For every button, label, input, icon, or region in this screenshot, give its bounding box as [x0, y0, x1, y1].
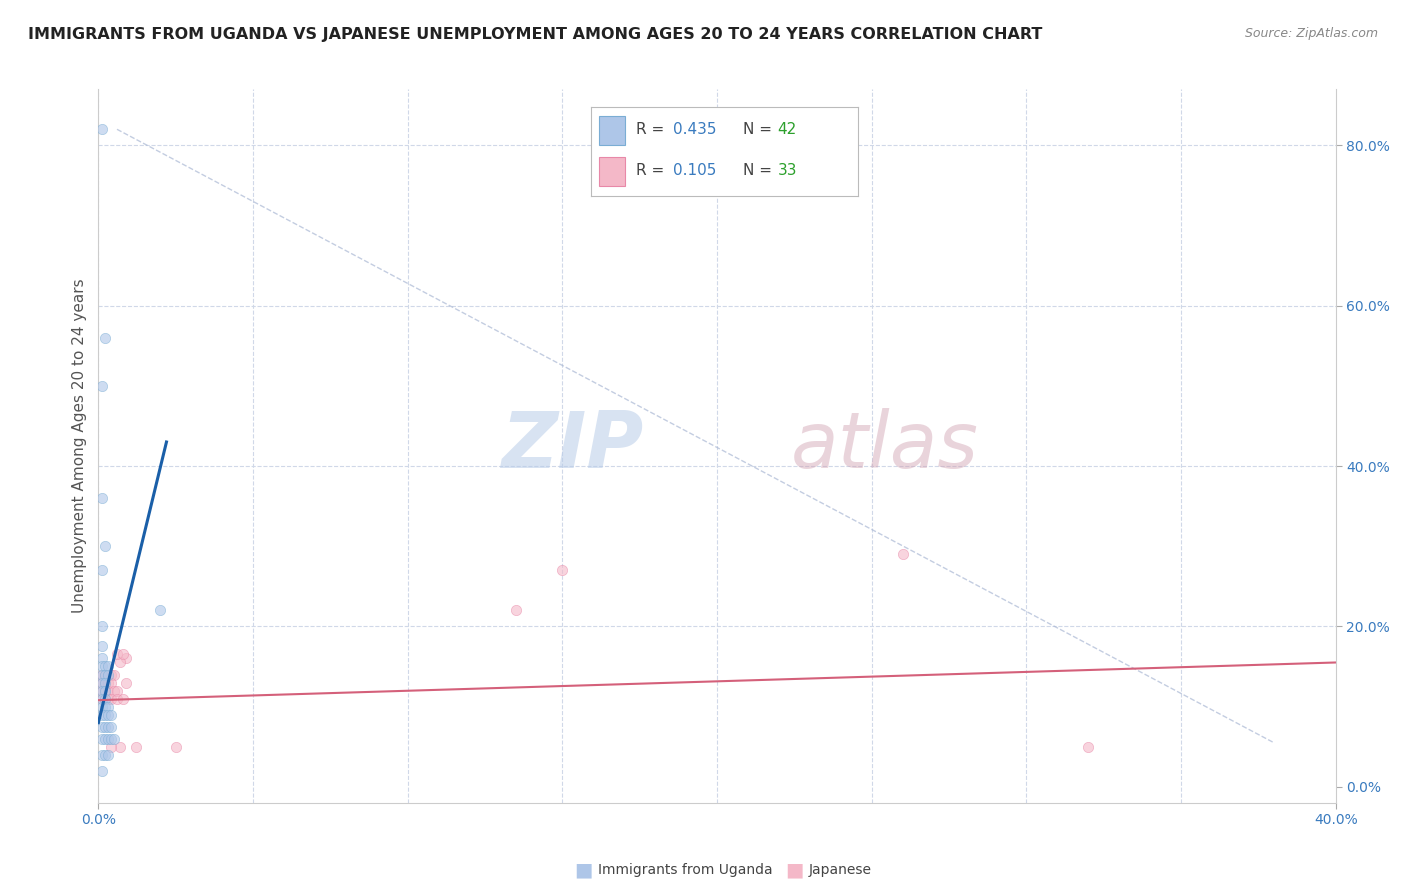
Point — [93, 691, 115, 706]
Point — [90, 691, 112, 706]
Point — [90, 379, 112, 393]
Point — [90, 683, 112, 698]
Point — [97, 675, 120, 690]
Point — [100, 707, 122, 722]
Point — [97, 720, 120, 734]
Point — [505, 603, 527, 617]
Point — [93, 720, 115, 734]
Point — [93, 331, 115, 345]
Point — [97, 667, 120, 681]
Point — [93, 667, 115, 681]
Point — [93, 707, 115, 722]
Text: R =: R = — [636, 163, 669, 178]
Text: Source: ZipAtlas.com: Source: ZipAtlas.com — [1244, 27, 1378, 40]
Point — [93, 691, 115, 706]
Y-axis label: Unemployment Among Ages 20 to 24 years: Unemployment Among Ages 20 to 24 years — [72, 278, 87, 614]
Point — [115, 651, 138, 665]
Point — [97, 667, 120, 681]
Bar — [599, 116, 626, 145]
Point — [90, 675, 112, 690]
Point — [97, 699, 120, 714]
Text: Immigrants from Uganda: Immigrants from Uganda — [598, 863, 772, 877]
Text: 0.435: 0.435 — [673, 122, 717, 137]
Point — [90, 707, 112, 722]
Point — [90, 651, 112, 665]
Point — [97, 659, 120, 673]
Point — [103, 731, 125, 746]
Point — [891, 547, 914, 561]
Point — [93, 667, 115, 681]
Point — [97, 683, 120, 698]
Point — [90, 563, 112, 577]
Point — [90, 122, 112, 136]
Point — [90, 720, 112, 734]
Point — [108, 656, 131, 670]
Text: N =: N = — [742, 163, 776, 178]
Point — [90, 731, 112, 746]
Point — [100, 739, 122, 754]
Point — [108, 739, 131, 754]
Point — [90, 619, 112, 633]
Point — [551, 563, 574, 577]
Point — [90, 659, 112, 673]
Point — [112, 648, 135, 662]
Point — [90, 747, 112, 762]
Point — [90, 667, 112, 681]
Point — [90, 491, 112, 505]
Text: R =: R = — [636, 122, 669, 137]
Point — [149, 603, 172, 617]
Point — [93, 539, 115, 553]
Text: 0.105: 0.105 — [673, 163, 717, 178]
Point — [93, 747, 115, 762]
Point — [93, 675, 115, 690]
Point — [103, 667, 125, 681]
Point — [97, 691, 120, 706]
Point — [93, 683, 115, 698]
Point — [90, 764, 112, 778]
Point — [165, 739, 187, 754]
Text: IMMIGRANTS FROM UGANDA VS JAPANESE UNEMPLOYMENT AMONG AGES 20 TO 24 YEARS CORREL: IMMIGRANTS FROM UGANDA VS JAPANESE UNEMP… — [28, 27, 1042, 42]
Point — [100, 731, 122, 746]
Point — [105, 691, 128, 706]
Point — [103, 683, 125, 698]
Point — [105, 648, 128, 662]
Point — [100, 675, 122, 690]
Text: 42: 42 — [778, 122, 797, 137]
Point — [93, 683, 115, 698]
Point — [97, 747, 120, 762]
Point — [1077, 739, 1099, 754]
Bar — [599, 157, 626, 186]
Point — [90, 640, 112, 654]
Text: atlas: atlas — [792, 408, 979, 484]
Point — [90, 699, 112, 714]
Point — [105, 683, 128, 698]
Text: ZIP: ZIP — [501, 408, 643, 484]
Text: ■: ■ — [574, 860, 593, 880]
Point — [97, 731, 120, 746]
Text: Japanese: Japanese — [808, 863, 872, 877]
Point — [115, 675, 138, 690]
Point — [124, 739, 146, 754]
Text: N =: N = — [742, 122, 776, 137]
Point — [90, 675, 112, 690]
Point — [93, 731, 115, 746]
Point — [90, 683, 112, 698]
Point — [112, 691, 135, 706]
Point — [93, 699, 115, 714]
Point — [90, 667, 112, 681]
Text: ■: ■ — [785, 860, 804, 880]
Text: 33: 33 — [778, 163, 797, 178]
Point — [100, 691, 122, 706]
Point — [100, 667, 122, 681]
Point — [93, 659, 115, 673]
Point — [93, 675, 115, 690]
Point — [97, 707, 120, 722]
Point — [100, 720, 122, 734]
Point — [90, 691, 112, 706]
